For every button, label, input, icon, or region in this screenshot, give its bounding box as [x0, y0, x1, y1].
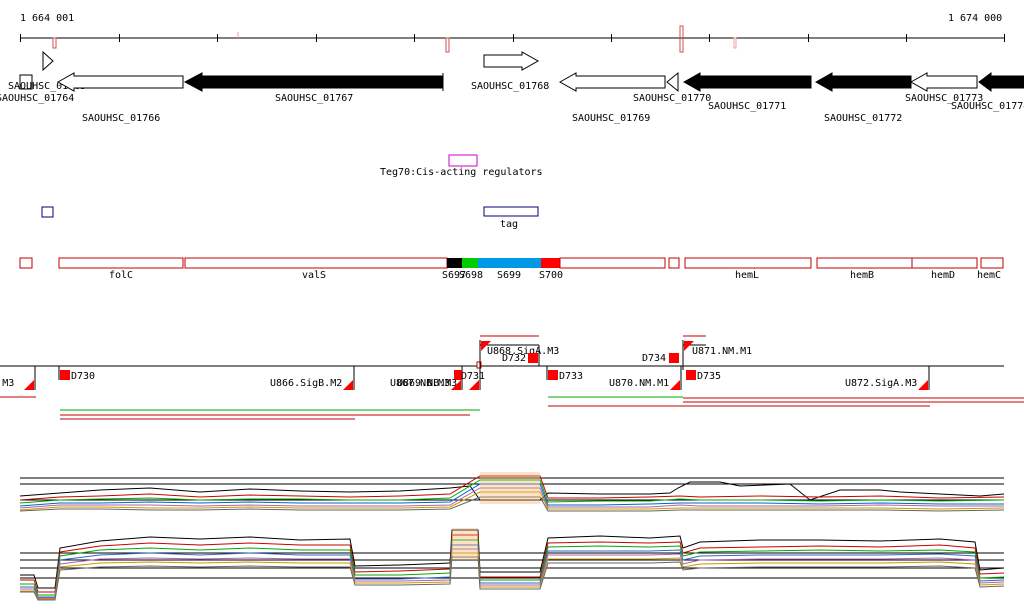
- operon-label: hemC: [977, 270, 1001, 281]
- operon-hemB[interactable]: hemB: [817, 258, 912, 281]
- regulator-feature[interactable]: Teg70:Cis-acting regulators: [380, 155, 543, 178]
- segment-S699[interactable]: S699: [478, 258, 541, 281]
- tu-U866[interactable]: U866.SigB.M2: [270, 366, 354, 390]
- tu-label: U870.NM.M1: [609, 378, 669, 389]
- operon-folC[interactable]: folC: [59, 258, 183, 281]
- segment-S700[interactable]: S700: [539, 258, 563, 281]
- gene-label: SAOUHSC_01764: [0, 93, 74, 104]
- operon-hemL[interactable]: hemL: [685, 258, 811, 281]
- tu-label: U865.SigA.M3: [0, 378, 14, 389]
- operon-label: hemB: [850, 270, 874, 281]
- gene-label: SAOUHSC_01769: [572, 113, 650, 124]
- gene-SAOUHSC_01766[interactable]: SAOUHSC_01766: [58, 73, 183, 124]
- tu-U870[interactable]: U870.NM.M1: [609, 366, 681, 390]
- operon-track[interactable]: folC valS S697 S698 S699 S700 hemL: [20, 258, 1003, 281]
- operon-label: valS: [302, 270, 326, 281]
- tag-label: tag: [500, 219, 518, 230]
- operon-valS[interactable]: valS: [185, 258, 447, 281]
- tu-label: D731: [461, 371, 485, 382]
- tag-track[interactable]: tag: [42, 207, 538, 230]
- segment-label: S698: [459, 270, 483, 281]
- regulator-label: Teg70:Cis-acting regulators: [380, 167, 543, 178]
- gene-label: SAOUHSC_01771: [708, 101, 786, 112]
- expression-profile-upper: [20, 472, 1004, 511]
- tu-label: D730: [71, 371, 95, 382]
- read-coverage-lines: [60, 397, 1024, 419]
- gene-label: SAOUHSC_01772: [824, 113, 902, 124]
- gene-track[interactable]: SAOUHSC_01764 SAOUHSC_01765 SAOUHSC_0176…: [0, 52, 1024, 124]
- operon-label: hemD: [931, 270, 955, 281]
- operon-hemC[interactable]: hemC: [977, 258, 1003, 281]
- gene-SAOUHSC_01773[interactable]: SAOUHSC_01773: [905, 73, 983, 104]
- tu-label: D735: [697, 371, 721, 382]
- gene-label: SAOUHSC_01774: [951, 101, 1024, 112]
- tu-label: D734: [642, 353, 666, 364]
- tu-label: U872.SigA.M3: [845, 378, 917, 389]
- tu-label: D733: [559, 371, 583, 382]
- tu-D730[interactable]: D730: [59, 366, 95, 382]
- coordinate-ruler: [20, 26, 1005, 52]
- tu-label: U866.SigB.M2: [270, 378, 342, 389]
- segment-label: S700: [539, 270, 563, 281]
- expression-profile-lower: [20, 528, 1004, 600]
- tu-U869[interactable]: U869.NB.M3: [397, 370, 462, 389]
- tu-label: U869.NB.M3: [397, 378, 457, 389]
- tu-D734[interactable]: D734: [642, 353, 679, 364]
- gene-label: SAOUHSC_01770: [633, 93, 711, 104]
- gene-SAOUHSC_01768[interactable]: SAOUHSC_01768: [471, 52, 549, 92]
- gene-SAOUHSC_01772[interactable]: SAOUHSC_01772: [816, 73, 911, 124]
- gene-label: SAOUHSC_01767: [275, 93, 353, 104]
- operon-label: hemL: [735, 270, 759, 281]
- tu-label: U871.NM.M1: [692, 346, 752, 357]
- transcription-unit-track[interactable]: U865.SigA.M3 D730 U866.SigB.M2 U867.NB.M…: [0, 336, 1004, 397]
- gene-SAOUHSC_01767[interactable]: SAOUHSC_01767: [185, 73, 443, 104]
- tu-U865[interactable]: U865.SigA.M3: [0, 366, 35, 390]
- tu-D735[interactable]: D735: [686, 370, 721, 382]
- gene-label: SAOUHSC_01768: [471, 81, 549, 92]
- operon-hemD[interactable]: hemD: [912, 258, 977, 281]
- operon-label: folC: [109, 270, 133, 281]
- tu-label: D732: [502, 353, 526, 364]
- segment-label: S699: [497, 270, 521, 281]
- gene-label: SAOUHSC_01766: [82, 113, 160, 124]
- tu-U872[interactable]: U872.SigA.M3: [845, 366, 929, 390]
- tu-D733[interactable]: D733: [547, 366, 583, 382]
